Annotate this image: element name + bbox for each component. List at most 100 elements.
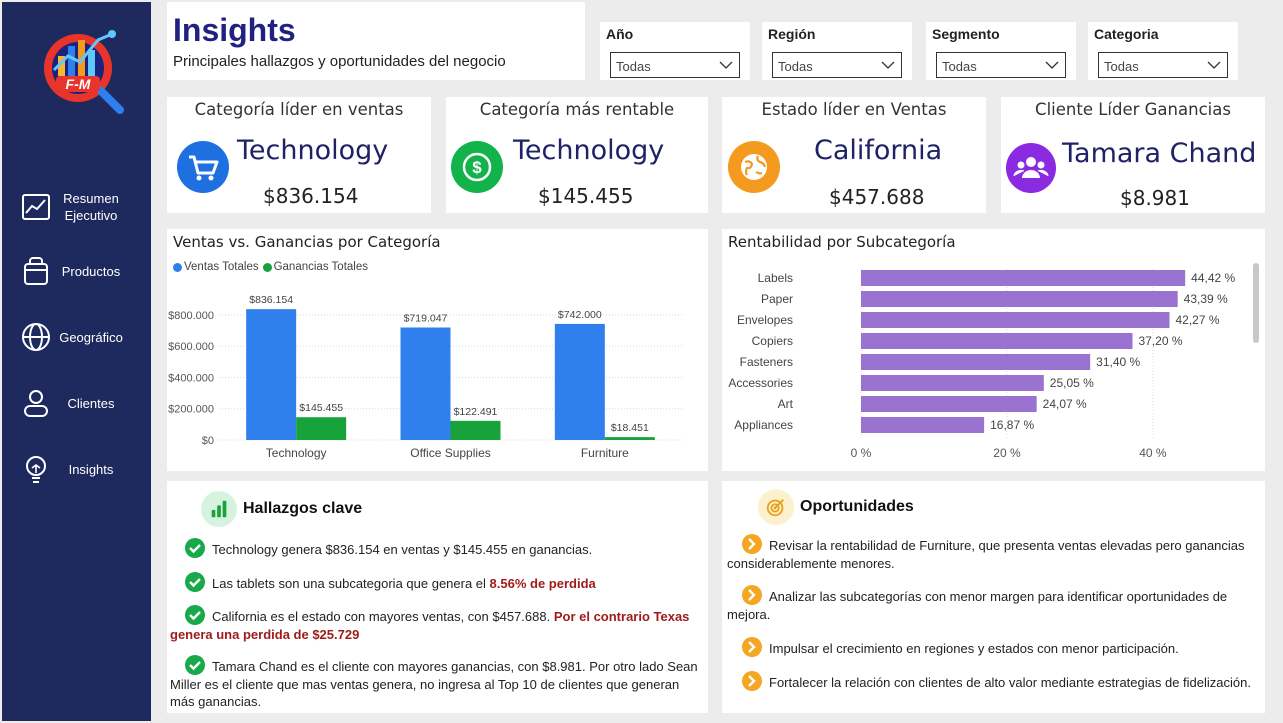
data-label: $742.000 xyxy=(558,309,602,321)
bar xyxy=(861,312,1170,328)
page-title: Insights xyxy=(173,12,296,48)
data-label: $145.455 xyxy=(299,402,343,414)
target-icon xyxy=(758,489,794,525)
check-circle-icon xyxy=(185,538,205,558)
opportunity-item: Revisar la rentabilidad de Furniture, qu… xyxy=(727,533,1257,572)
profitability-bar-chart: 0 % 20 % 40 % Labels 44,42 % Paper 43,39 % Enve… xyxy=(728,269,1236,460)
finding-text: Tamara Chand es el cliente con mayores g… xyxy=(170,659,698,709)
opportunity-text: Impulsar el crecimiento en regiones y es… xyxy=(769,641,1179,656)
findings-title: Hallazgos clave xyxy=(243,500,363,517)
segment-dropdown[interactable]: Todas xyxy=(936,52,1066,78)
kpi-value: $145.455 xyxy=(538,184,634,208)
svg-text:$: $ xyxy=(472,158,482,177)
kpi-main-text: Technology xyxy=(237,135,389,166)
finding-text: Technology genera $836.154 en ventas y $… xyxy=(212,542,593,557)
arrow-right-circle-icon xyxy=(742,637,762,657)
kpi-title: Estado líder en Ventas xyxy=(761,100,947,119)
sidebar-item-insights[interactable]: Insights xyxy=(2,447,151,491)
filter-region: Región Todas xyxy=(762,22,912,80)
profitability-chart-card: Rentabilidad por Subcategoría 0 % 20 % 40 … xyxy=(722,229,1265,471)
bar xyxy=(861,270,1186,286)
filter-year: Año Todas xyxy=(600,22,750,80)
svg-text:F-M: F-M xyxy=(66,76,91,92)
legend-label: Ventas Totales xyxy=(184,261,259,273)
data-label: $18.451 xyxy=(611,422,649,434)
chart-scrollbar[interactable] xyxy=(1253,263,1259,343)
opportunity-text: Fortalecer la relación con clientes de a… xyxy=(769,675,1251,690)
data-label: 31,40 % xyxy=(1096,355,1140,369)
opportunity-item: Analizar las subcategorías con menor mar… xyxy=(727,584,1257,623)
filter-label: Categoria xyxy=(1094,26,1159,42)
x-tick-label: Technology xyxy=(266,446,327,460)
category-dropdown[interactable]: Todas xyxy=(1098,52,1228,78)
bar xyxy=(861,333,1133,349)
kpi-value: $8.981 xyxy=(1120,186,1190,210)
filter-label: Región xyxy=(768,26,816,42)
sales-profit-chart-card: Ventas vs. Ganancias por Categoría Venta… xyxy=(167,229,708,471)
bar xyxy=(861,396,1037,412)
sidebar-item-clientes[interactable]: Clientes xyxy=(2,381,151,425)
kpi-title: Categoría más rentable xyxy=(479,100,675,119)
sidebar-item-productos[interactable]: Productos xyxy=(2,249,151,293)
bar xyxy=(861,375,1044,391)
category-label: Paper xyxy=(761,292,793,306)
dropdown-value: Todas xyxy=(778,59,813,74)
filter-label: Año xyxy=(606,26,634,42)
category-label: Envelopes xyxy=(737,313,793,327)
kpi-card-top-sales-state: Estado líder en Ventas California $457.6… xyxy=(722,97,986,213)
legend-label: Ganancias Totales xyxy=(273,261,368,273)
region-dropdown[interactable]: Todas xyxy=(772,52,902,78)
x-tick-label: 40 % xyxy=(1139,446,1167,460)
filter-segment: Segmento Todas xyxy=(926,22,1076,80)
bar-profit xyxy=(604,437,655,440)
data-label: 25,05 % xyxy=(1050,376,1094,390)
finding-item: California es el estado con mayores vent… xyxy=(170,604,700,643)
category-label: Copiers xyxy=(752,334,793,348)
kpi-value: $836.154 xyxy=(263,184,359,208)
chart-legend: Ventas Totales Ganancias Totales xyxy=(173,261,372,273)
finding-highlight: 8.56% de perdida xyxy=(489,576,596,591)
opportunity-item: Impulsar el crecimiento en regiones y es… xyxy=(741,636,1261,658)
data-label: 43,39 % xyxy=(1184,292,1228,306)
x-tick-label: 0 % xyxy=(851,446,872,460)
x-tick-label: 20 % xyxy=(993,446,1021,460)
sidebar-item-resumen-ejecutivo[interactable]: Resumen Ejecutivo xyxy=(2,185,151,229)
legend-item[interactable]: Ventas Totales xyxy=(173,261,259,273)
data-label: 16,87 % xyxy=(990,418,1034,432)
x-tick-label: Office Supplies xyxy=(410,446,491,460)
kpi-card-top-profit-customer: Cliente Líder Ganancias Tamara Chand $8.… xyxy=(1001,97,1265,213)
sidebar-item-label: Clientes xyxy=(67,395,115,411)
bar-sales xyxy=(246,309,297,440)
chevron-down-icon xyxy=(1207,61,1221,69)
filter-category: Categoria Todas xyxy=(1088,22,1238,80)
finding-item: Las tablets son una subcategoria que gen… xyxy=(184,571,694,593)
chart-title: Ventas vs. Ganancias por Categoría xyxy=(173,233,441,251)
legend-item[interactable]: Ganancias Totales xyxy=(262,261,368,273)
sidebar-item-geografico[interactable]: Geográfico xyxy=(2,315,151,359)
finding-text: Las tablets son una subcategoria que gen… xyxy=(212,576,490,591)
check-circle-icon xyxy=(185,605,205,625)
y-tick-label: $200.000 xyxy=(168,404,214,416)
y-tick-label: $600.000 xyxy=(168,341,214,353)
category-label: Art xyxy=(778,397,794,411)
bar-chart-icon xyxy=(201,491,237,527)
dropdown-value: Todas xyxy=(1104,59,1139,74)
kpi-card-most-profitable-category: Categoría más rentable $ Technology $145… xyxy=(446,97,708,213)
category-label: Fasteners xyxy=(740,355,793,369)
opportunity-item: Fortalecer la relación con clientes de a… xyxy=(741,670,1265,692)
finding-item: Technology genera $836.154 en ventas y $… xyxy=(184,537,694,559)
arrow-right-circle-icon xyxy=(742,534,762,554)
bar-profit xyxy=(450,420,501,440)
opportunities-title: Oportunidades xyxy=(800,498,914,515)
users-icon xyxy=(1006,143,1056,193)
year-dropdown[interactable]: Todas xyxy=(610,52,740,78)
y-tick-label: $400.000 xyxy=(168,372,214,384)
kpi-title: Cliente Líder Ganancias xyxy=(1035,100,1231,119)
legend-swatch xyxy=(173,262,182,272)
chevron-down-icon xyxy=(881,61,895,69)
findings-header: Hallazgos clave xyxy=(201,491,362,527)
chart-title: Rentabilidad por Subcategoría xyxy=(728,233,956,251)
data-label: 24,07 % xyxy=(1043,397,1087,411)
check-circle-icon xyxy=(185,655,205,675)
data-label: 44,42 % xyxy=(1191,271,1235,285)
